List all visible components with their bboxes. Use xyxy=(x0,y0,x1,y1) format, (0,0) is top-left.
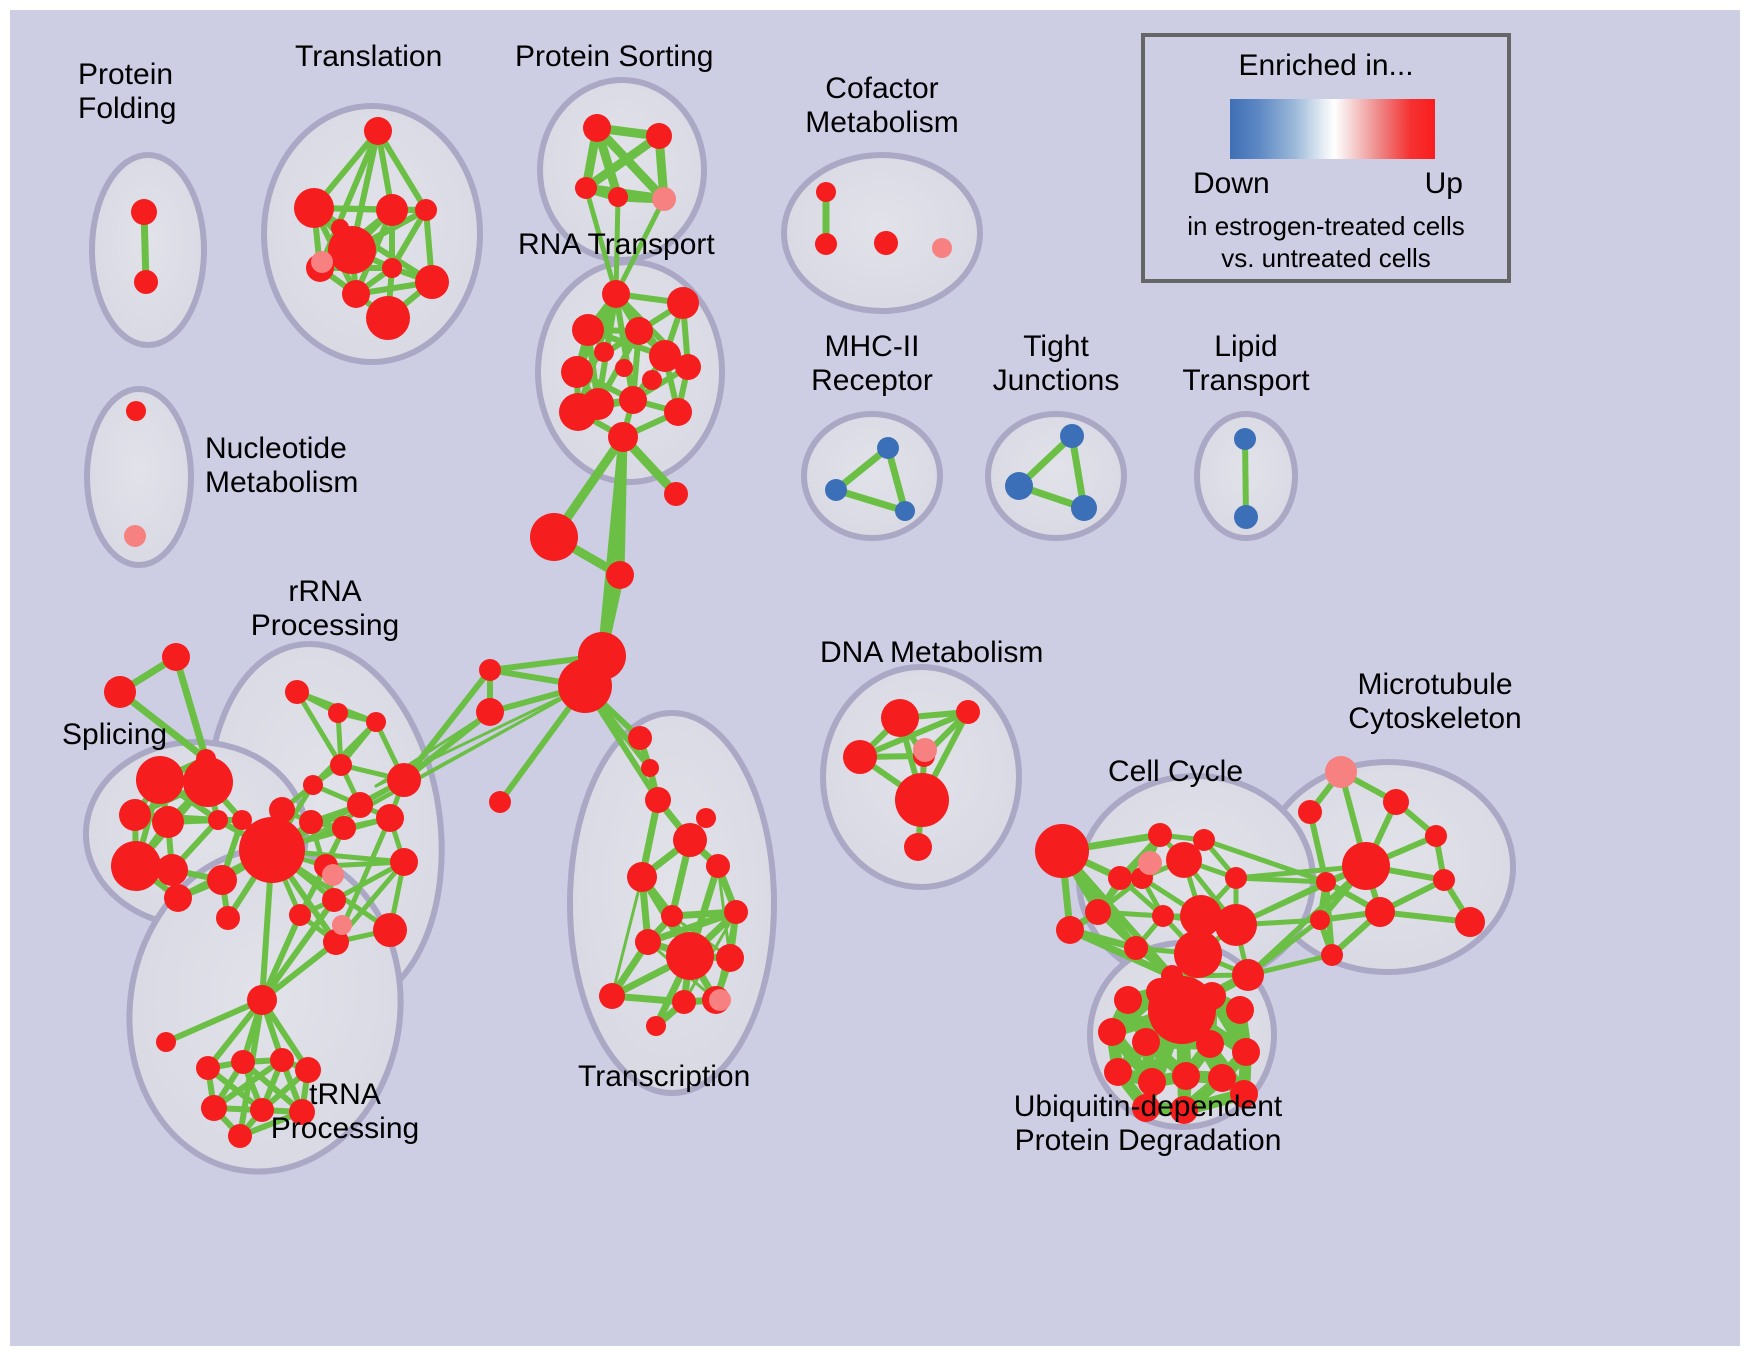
cluster-label-mhc-ii-receptor: MHC-II Receptor xyxy=(811,330,933,397)
cluster-label-tight-junctions: Tight Junctions xyxy=(992,330,1120,397)
cluster-label-rna-transport: RNA Transport xyxy=(518,228,715,261)
network-nodes xyxy=(104,114,1485,1148)
legend-up-label: Up xyxy=(1424,167,1463,200)
cluster-label-protein-sorting: Protein Sorting xyxy=(515,40,714,73)
hull-nucleotide-metabolism xyxy=(84,386,194,568)
cluster-label-splicing: Splicing xyxy=(62,718,168,751)
cluster-label-dna-metabolism: DNA Metabolism xyxy=(820,636,1044,669)
legend-color-bar xyxy=(1230,99,1435,159)
cluster-label-nucleotide-metabolism: Nucleotide Metabolism xyxy=(205,432,359,499)
cluster-label-transcription: Transcription xyxy=(578,1060,751,1093)
legend-down-label: Down xyxy=(1193,167,1270,200)
cluster-label-ubiquitin: Ubiquitin-dependent Protein Degradation xyxy=(1013,1090,1283,1157)
cluster-label-translation: Translation xyxy=(295,40,443,73)
hull-mhc-ii-receptor xyxy=(801,411,943,541)
legend-title: Enriched in... xyxy=(1238,49,1414,82)
legend-subtitle-line-2: vs. untreated cells xyxy=(1221,243,1431,273)
cluster-label-microtubule: Microtubule Cytoskeleton xyxy=(1348,668,1522,735)
cluster-label-protein-folding: Protein Folding xyxy=(78,58,177,125)
cluster-label-rrna-processing: rRNA Processing xyxy=(250,575,400,642)
hull-tight-junctions xyxy=(985,411,1127,541)
legend-box: Enriched in... Down Up in estrogen-treat… xyxy=(1141,33,1511,283)
legend-subtitle-line-1: in estrogen-treated cells xyxy=(1187,211,1465,241)
cluster-label-cofactor-metabolism: Cofactor Metabolism xyxy=(805,72,959,139)
cluster-label-cell-cycle: Cell Cycle xyxy=(1108,755,1244,788)
cluster-label-lipid-transport: Lipid Transport xyxy=(1182,330,1310,397)
cluster-label-trna-processing: tRNA Processing xyxy=(270,1078,420,1145)
